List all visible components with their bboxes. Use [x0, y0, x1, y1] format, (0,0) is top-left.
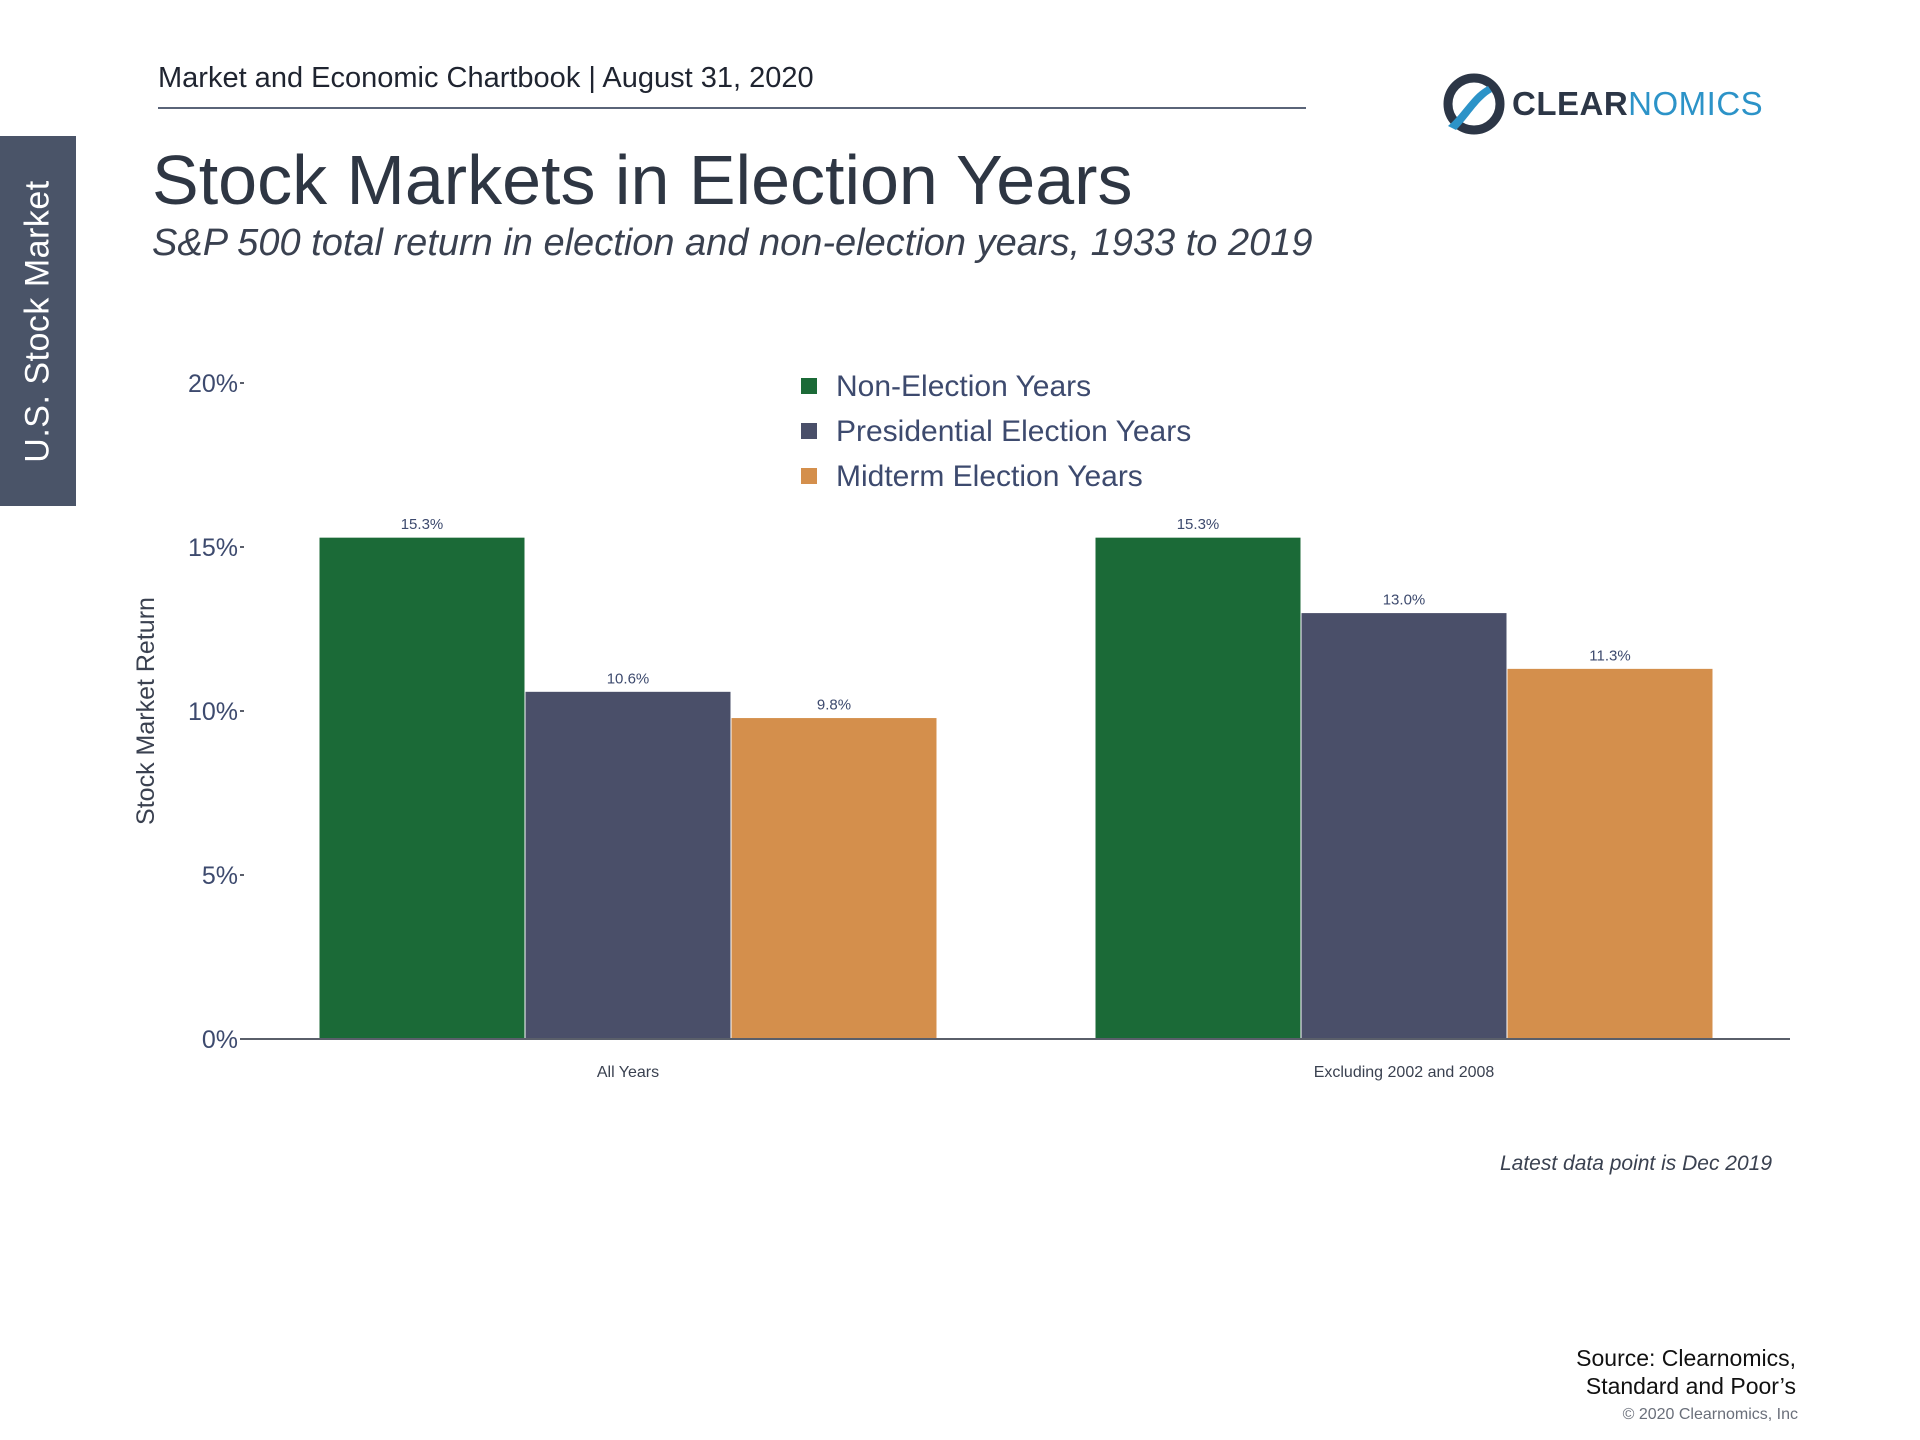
y-tick-label: 20% [188, 370, 238, 398]
legend-swatch [801, 378, 817, 394]
bar-data-label: 15.3% [401, 516, 444, 533]
clearnomics-logo: CLEARNOMICS [1442, 72, 1763, 136]
y-tick-label: 5% [202, 862, 238, 890]
bar [524, 690, 732, 1040]
clearnomics-logo-icon [1443, 73, 1505, 135]
y-axis: 0% 5% 10% 15% 20% [188, 370, 244, 1054]
legend[interactable]: Non-Election Years Presidential Election … [801, 370, 1191, 493]
header-divider [158, 107, 1306, 109]
side-tab: U.S. Stock Market [0, 136, 76, 506]
x-tick-label: Excluding 2002 and 2008 [1314, 1064, 1495, 1081]
bars: 15.3% 10.6% 9.8% 15.3% 13.0% 11.3% [318, 516, 1714, 1040]
legend-swatch [801, 468, 817, 484]
bar-data-label: 9.8% [817, 697, 851, 714]
bar-data-label: 15.3% [1177, 516, 1220, 533]
y-tick-label: 10% [188, 698, 238, 726]
bar-data-label: 13.0% [1383, 592, 1426, 609]
legend-item[interactable]: Midterm Election Years [801, 460, 1143, 493]
y-tick-label: 15% [188, 534, 238, 562]
legend-label: Presidential Election Years [836, 415, 1191, 448]
x-tick-label: All Years [597, 1064, 659, 1081]
bar [318, 536, 526, 1040]
legend-label: Midterm Election Years [836, 460, 1143, 493]
source-text: Source: Clearnomics, Standard and Poor’s [1576, 1344, 1796, 1400]
bar-data-label: 10.6% [607, 670, 650, 687]
copyright: © 2020 Clearnomics, Inc [1622, 1406, 1798, 1423]
data-note: Latest data point is Dec 2019 [1499, 1152, 1772, 1175]
logo-text-nomics: NOMICS [1628, 85, 1764, 122]
legend-item[interactable]: Presidential Election Years [801, 415, 1191, 448]
x-axis: All Years Excluding 2002 and 2008 [597, 1064, 1495, 1081]
legend-swatch [801, 423, 817, 439]
y-tick-label: 0% [202, 1026, 238, 1054]
bar [1094, 536, 1302, 1040]
bar-data-label: 11.3% [1589, 647, 1630, 664]
source-line-2: Standard and Poor’s [1585, 1373, 1796, 1399]
bar [1506, 667, 1714, 1040]
chartbook-header: Market and Economic Chartbook | August 3… [158, 62, 814, 94]
bar [1300, 612, 1508, 1040]
bar [730, 717, 938, 1040]
source-line-1: Source: Clearnomics, [1576, 1345, 1796, 1371]
y-axis-label: Stock Market Return [132, 597, 160, 825]
page-subtitle: S&P 500 total return in election and non… [152, 222, 1313, 264]
page-title: Stock Markets in Election Years [152, 141, 1133, 219]
legend-label: Non-Election Years [836, 370, 1091, 403]
logo-text-clear: CLEAR [1512, 85, 1629, 122]
legend-item[interactable]: Non-Election Years [801, 370, 1091, 403]
